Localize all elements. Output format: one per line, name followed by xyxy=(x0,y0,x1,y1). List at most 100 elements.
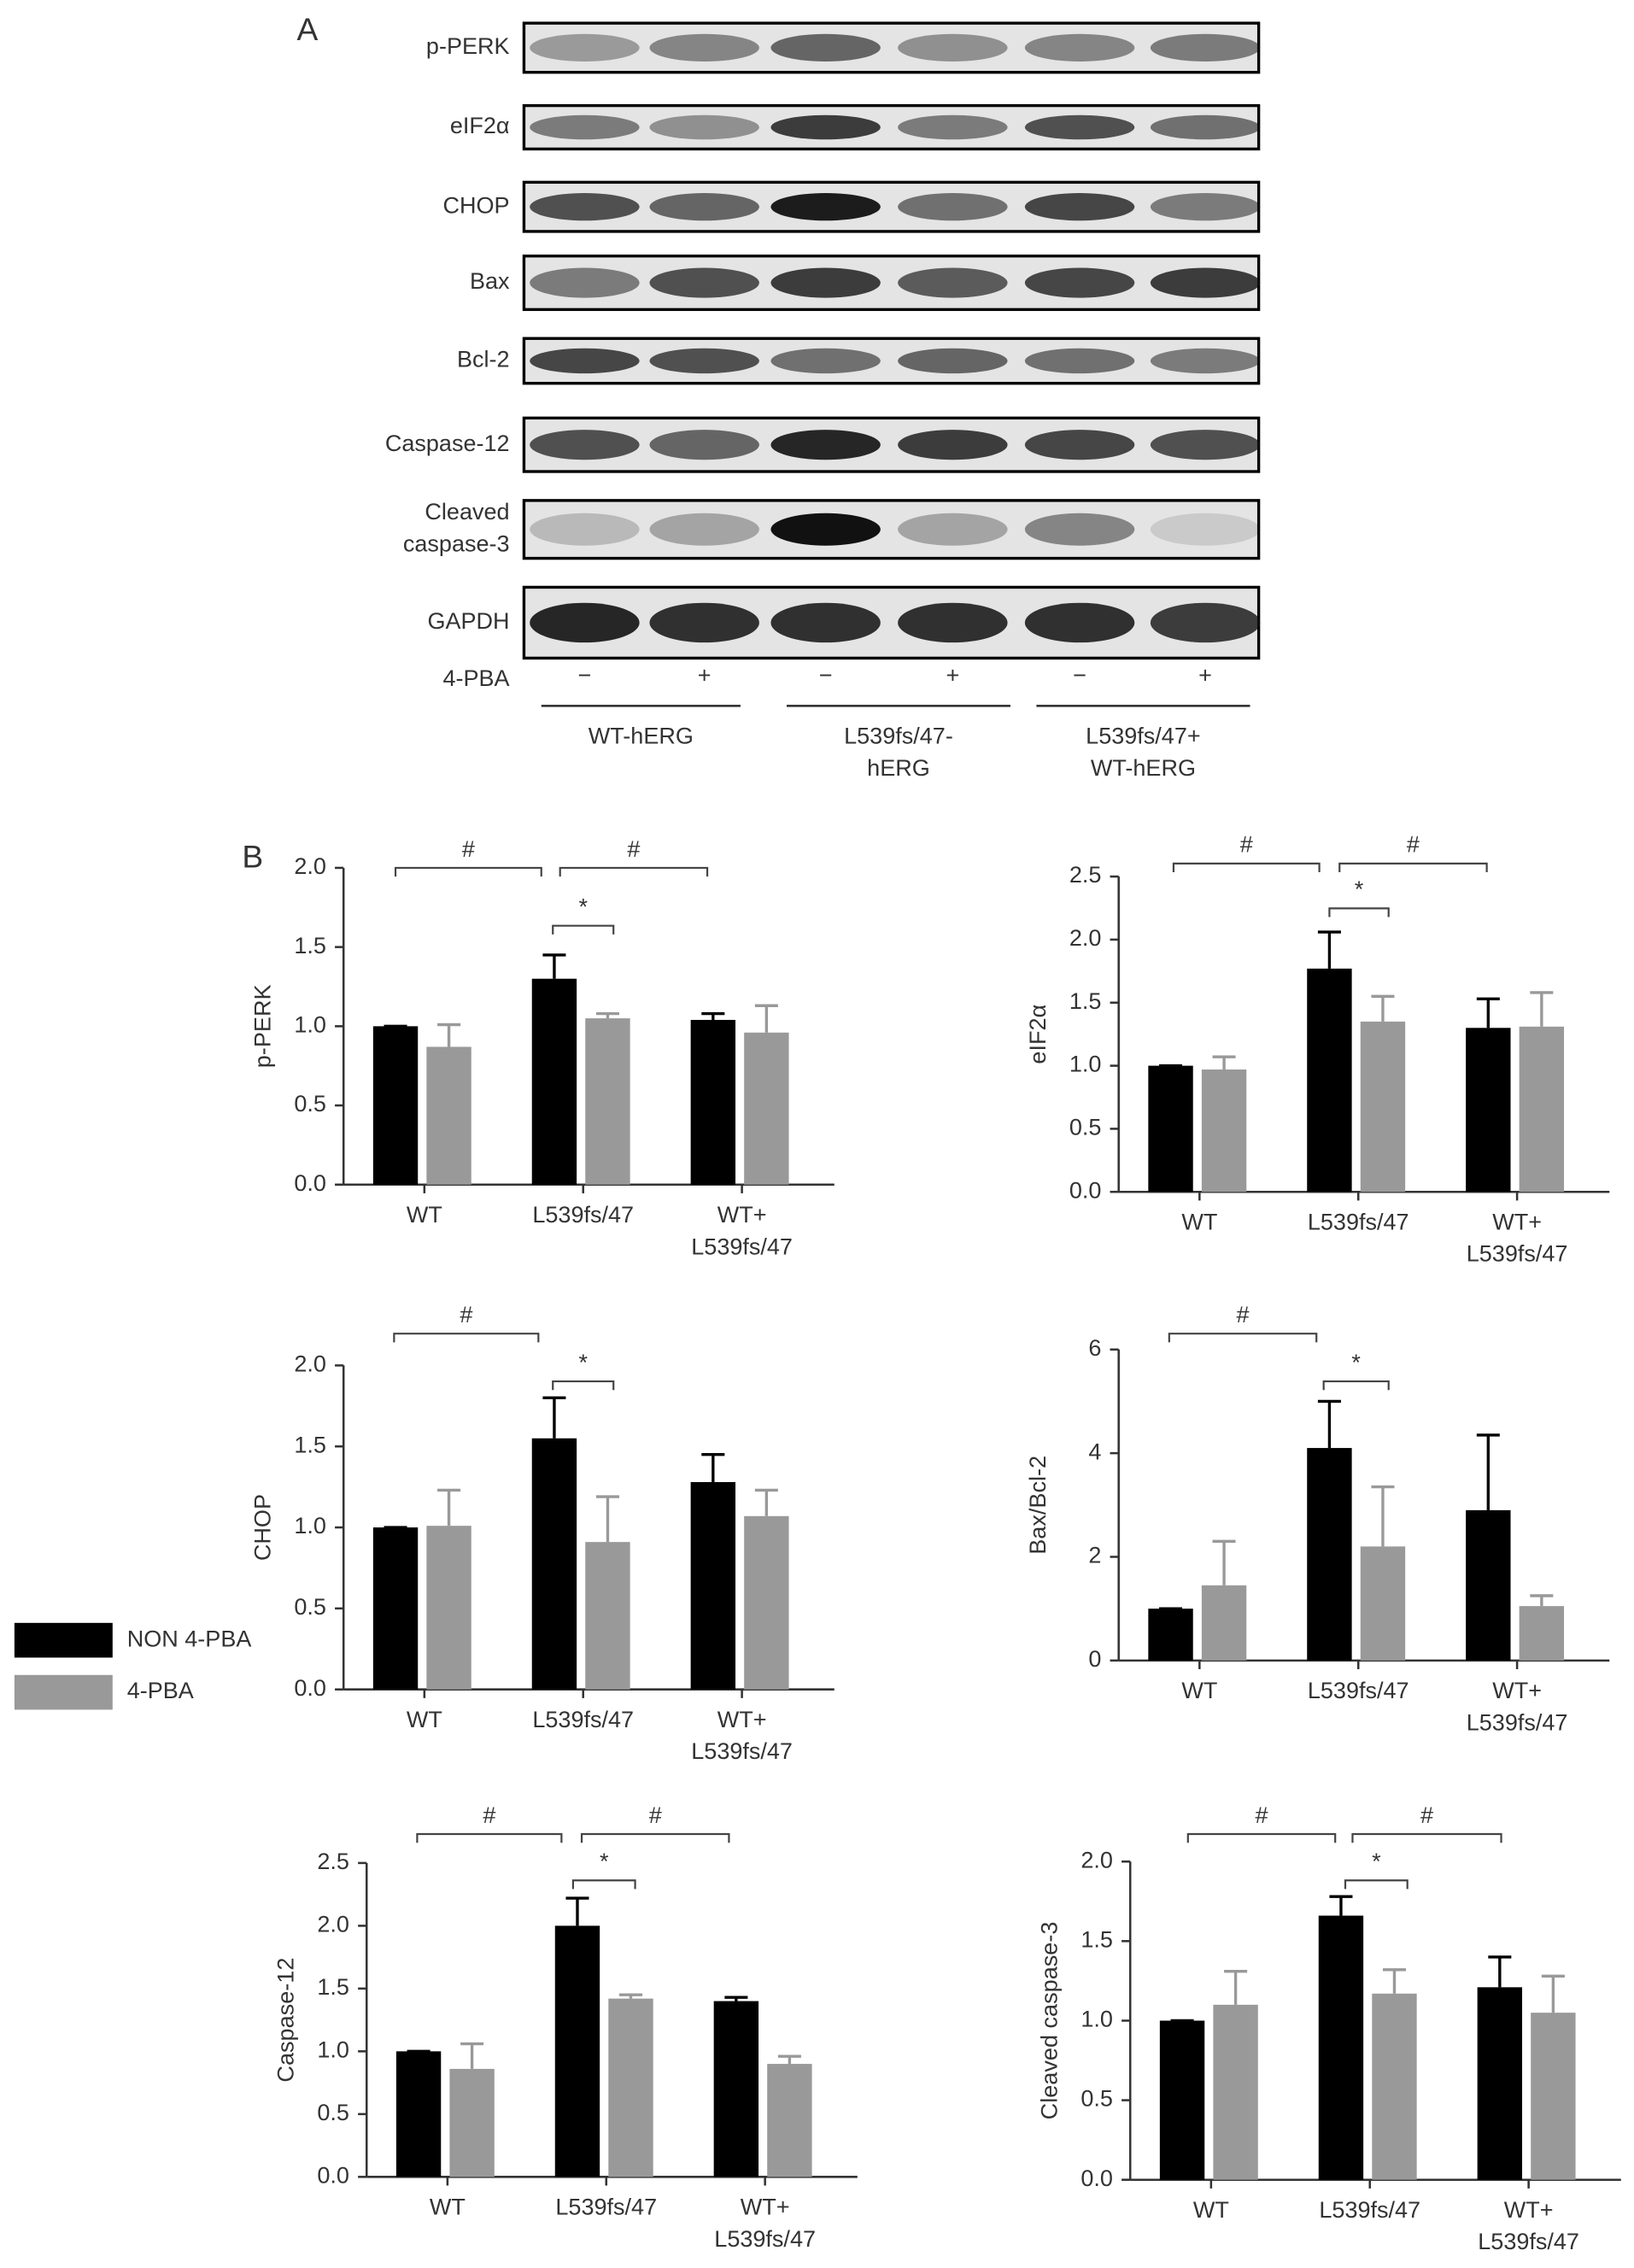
bar xyxy=(1148,1609,1193,1661)
significance-mark: # xyxy=(1407,832,1420,858)
bar xyxy=(767,2064,812,2177)
y-tick-label: 1.0 xyxy=(294,1011,326,1037)
y-tick-label: 2.0 xyxy=(294,1351,326,1377)
legend-label: 4-PBA xyxy=(127,1678,194,1703)
blot-frame xyxy=(522,180,1261,233)
y-tick-label: 1.5 xyxy=(1069,988,1102,1014)
bar xyxy=(1466,1028,1511,1193)
y-tick-label: 2 xyxy=(1088,1543,1101,1568)
legend-label: NON 4-PBA xyxy=(127,1626,252,1651)
bar xyxy=(1307,1448,1352,1661)
x-tick-label: WT+ L539fs/47 xyxy=(1467,1678,1568,1735)
y-tick-label: 2.0 xyxy=(294,853,326,879)
blot-band xyxy=(1150,430,1261,460)
blot-band xyxy=(649,513,759,546)
bar xyxy=(1148,1065,1193,1193)
significance-mark: * xyxy=(578,894,588,919)
group-label: L539fs/47-hERG xyxy=(844,724,953,781)
treatment-sign: + xyxy=(946,663,959,689)
blot-band xyxy=(898,193,1008,221)
significance-bracket xyxy=(1338,862,1488,873)
x-tick-label: L539fs/47 xyxy=(532,1707,634,1732)
blot-band xyxy=(898,114,1008,140)
legend-swatch xyxy=(14,1622,113,1658)
y-tick-label: 0.5 xyxy=(1069,1115,1102,1140)
bar xyxy=(1360,1021,1406,1193)
bar xyxy=(690,1481,736,1690)
blot-band xyxy=(530,348,640,374)
x-tick-label: L539fs/47 xyxy=(532,1202,634,1228)
blot-band xyxy=(770,602,881,643)
significance-bracket xyxy=(416,1832,563,1843)
significance-bracket xyxy=(1322,1380,1390,1391)
blot-band xyxy=(770,513,881,546)
y-tick-label: 1.0 xyxy=(317,2037,349,2062)
blot-band xyxy=(770,114,881,140)
bar xyxy=(449,2068,495,2177)
panel-label: A xyxy=(297,11,319,47)
blot-band xyxy=(1150,114,1261,140)
treatment-sign: + xyxy=(698,663,712,689)
blot-band xyxy=(649,267,759,298)
significance-mark: * xyxy=(1351,1350,1361,1375)
treatment-sign: + xyxy=(1198,663,1212,689)
y-tick-label: 6 xyxy=(1088,1335,1101,1361)
bar xyxy=(1201,1070,1247,1193)
blot-band xyxy=(770,193,881,221)
x-tick-label: WT+ L539fs/47 xyxy=(714,2195,816,2252)
blot-frame xyxy=(522,337,1261,385)
bar xyxy=(372,1527,419,1690)
bar xyxy=(1213,2004,1258,2180)
y-tick-label: 1.5 xyxy=(294,1432,326,1457)
blot-band xyxy=(649,114,759,140)
legend-swatch xyxy=(14,1674,113,1710)
y-axis-label: Cleaved caspase-3 xyxy=(1036,1922,1062,2120)
significance-mark: * xyxy=(1355,876,1364,902)
row-label: Cleaved caspase-3 xyxy=(403,499,510,556)
blot-band xyxy=(649,602,759,643)
treatment-sign: − xyxy=(578,663,592,689)
y-tick-label: 1.5 xyxy=(1081,1926,1113,1952)
bar xyxy=(1307,968,1352,1193)
blot-band xyxy=(1024,114,1135,140)
y-tick-label: 0.0 xyxy=(294,1675,326,1701)
bar xyxy=(1477,1987,1523,2180)
blot-band xyxy=(1024,348,1135,374)
y-tick-label: 0.0 xyxy=(1069,1177,1102,1203)
significance-bracket xyxy=(580,1832,730,1843)
blot-band xyxy=(898,513,1008,546)
significance-mark: * xyxy=(578,1350,588,1375)
y-axis-label: Bax/Bcl-2 xyxy=(1025,1456,1051,1555)
y-tick-label: 1.0 xyxy=(1069,1052,1102,1077)
x-tick-label: WT xyxy=(407,1202,442,1228)
y-tick-label: 0.0 xyxy=(317,2162,349,2188)
blot-band xyxy=(530,430,640,460)
blot-band xyxy=(1150,267,1261,298)
blot-band xyxy=(898,430,1008,460)
significance-mark: # xyxy=(462,836,475,862)
significance-mark: # xyxy=(1237,1302,1250,1327)
blot-band xyxy=(1024,430,1135,460)
significance-bracket xyxy=(1344,1879,1409,1890)
significance-bracket xyxy=(393,1333,540,1343)
blot-band xyxy=(770,33,881,62)
bar xyxy=(744,1032,789,1185)
x-tick-label: WT+ L539fs/47 xyxy=(691,1707,793,1764)
blot-band xyxy=(1150,602,1261,643)
blot-band xyxy=(649,33,759,62)
significance-mark: # xyxy=(1255,1802,1268,1828)
significance-bracket xyxy=(1186,1832,1337,1843)
bar xyxy=(1201,1585,1247,1661)
bar xyxy=(713,2001,759,2177)
blot-band xyxy=(1024,602,1135,643)
row-label: Bcl-2 xyxy=(457,347,510,372)
row-label: eIF2α xyxy=(450,113,510,138)
x-tick-label: L539fs/47 xyxy=(1319,2197,1420,2223)
row-label: GAPDH xyxy=(427,608,509,634)
significance-mark: * xyxy=(600,1849,609,1874)
x-tick-label: L539fs/47 xyxy=(1308,1678,1409,1703)
y-tick-label: 0 xyxy=(1088,1646,1101,1672)
y-tick-label: 2.0 xyxy=(317,1912,349,1937)
significance-bracket xyxy=(552,924,615,935)
treatment-label: 4-PBA xyxy=(442,665,509,691)
